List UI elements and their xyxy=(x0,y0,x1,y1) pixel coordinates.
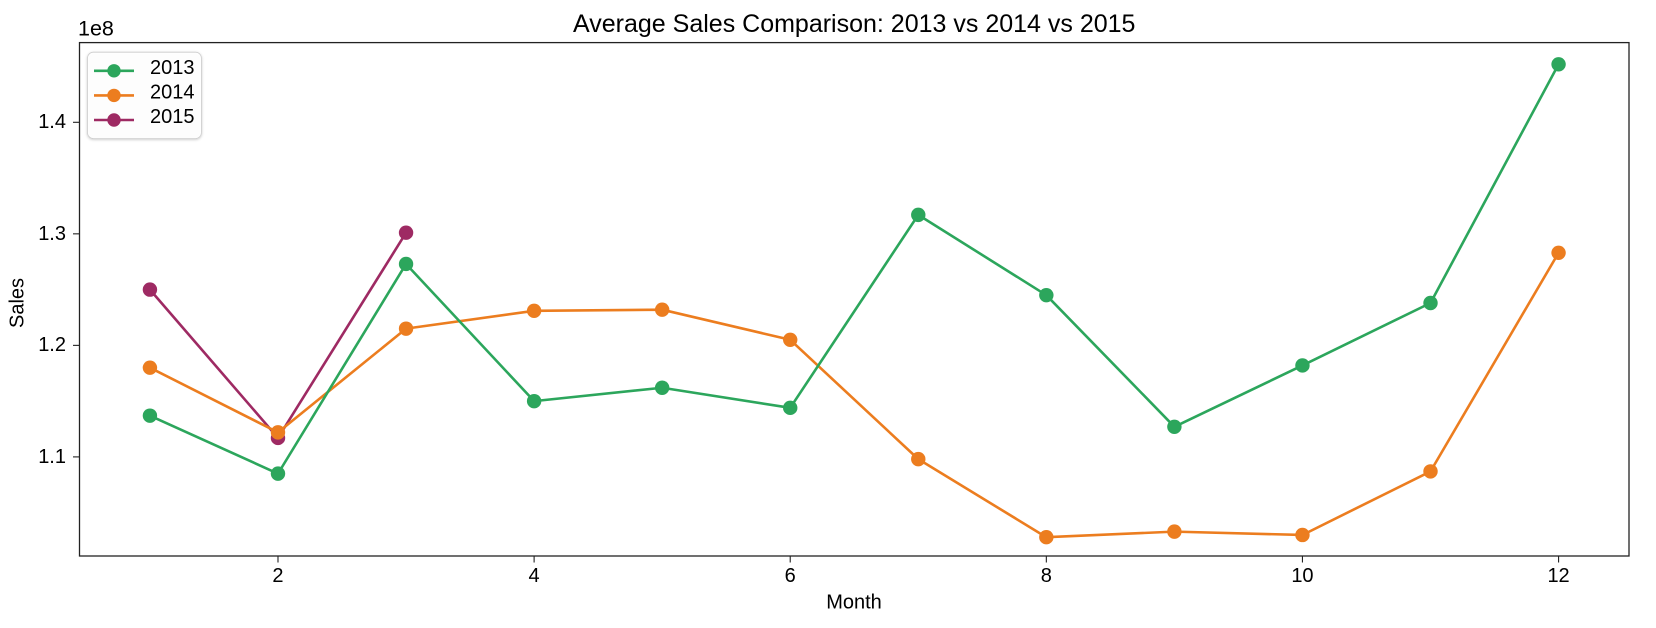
svg-text:1e8: 1e8 xyxy=(78,17,114,41)
svg-text:2015: 2015 xyxy=(150,106,195,128)
svg-text:2014: 2014 xyxy=(150,82,195,104)
svg-text:2013: 2013 xyxy=(150,57,195,79)
